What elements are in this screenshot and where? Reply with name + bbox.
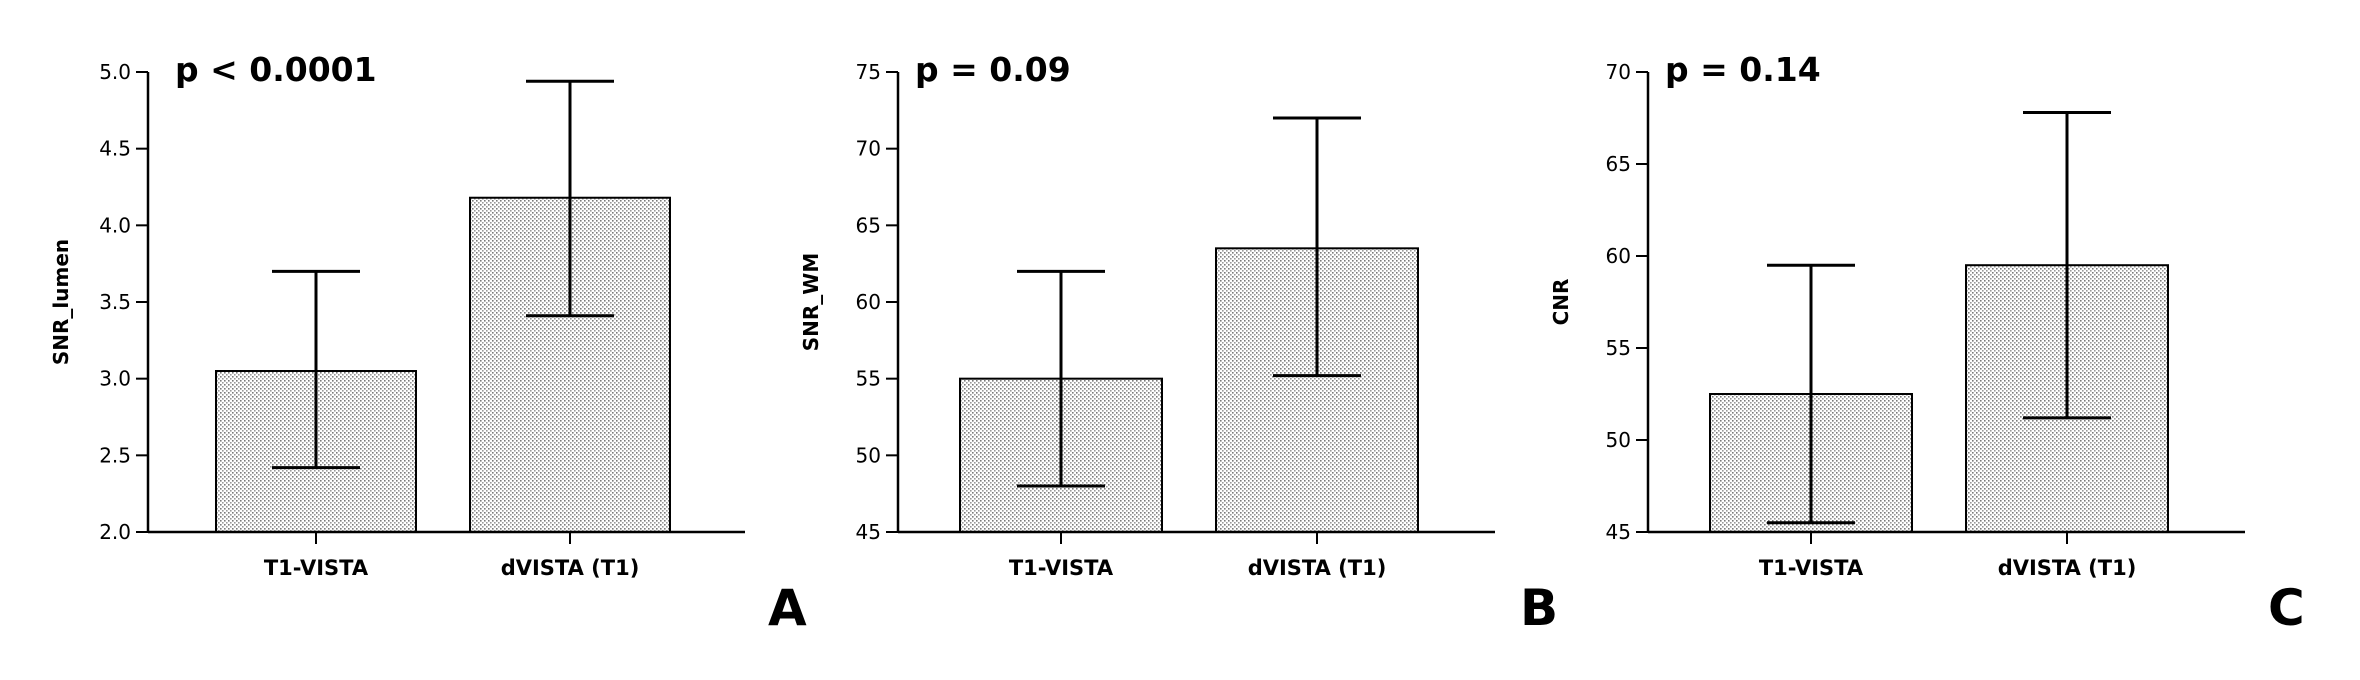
chart-panel-b: T1-VISTA dVISTA (T1) 45 50 55 60 65 70 75 SNR_WM p… [799, 50, 1558, 637]
x-tick-label: T1-VISTA [264, 556, 369, 580]
y-tick-label: 2.0 [99, 520, 131, 544]
x-tick-label: dVISTA (T1) [501, 556, 640, 580]
p-value-annotation: p = 0.14 [1665, 50, 1821, 89]
panel-label: B [1520, 579, 1558, 637]
y-tick-label: 45 [856, 520, 881, 544]
y-tick-label: 3.5 [99, 290, 131, 314]
y-tick-label: 65 [1606, 152, 1631, 176]
y-tick-label: 55 [856, 367, 881, 391]
y-axis-title: SNR_WM [799, 253, 823, 352]
y-tick-label: 4.0 [99, 213, 131, 237]
chart-panel-a: T1-VISTA dVISTA (T1) 2.0 2.5 3.0 3.5 4.0 4.5 5.0… [49, 50, 807, 637]
y-tick-label: 70 [1606, 60, 1631, 84]
p-value-annotation: p = 0.09 [915, 50, 1071, 89]
panel-label: A [768, 579, 807, 637]
x-tick-label: T1-VISTA [1759, 556, 1864, 580]
x-tick-label: dVISTA (T1) [1248, 556, 1387, 580]
y-tick-label: 45 [1606, 520, 1631, 544]
y-tick-label: 55 [1606, 336, 1631, 360]
panel-label: C [2268, 579, 2305, 637]
y-tick-label: 50 [1606, 428, 1631, 452]
x-tick-label: dVISTA (T1) [1998, 556, 2137, 580]
y-tick-label: 5.0 [99, 60, 131, 84]
y-tick-label: 70 [856, 137, 881, 161]
chart-panel-c: T1-VISTA dVISTA (T1) 45 50 55 60 65 70 CNR p = 0.… [1549, 50, 2305, 637]
y-tick-label: 75 [856, 60, 881, 84]
y-tick-label: 4.5 [99, 137, 131, 161]
x-tick-label: T1-VISTA [1009, 556, 1114, 580]
y-tick-label: 60 [856, 290, 881, 314]
y-tick-label: 50 [856, 443, 881, 467]
y-tick-label: 3.0 [99, 367, 131, 391]
p-value-annotation: p < 0.0001 [175, 50, 377, 89]
y-tick-label: 2.5 [99, 443, 131, 467]
y-axis-title: SNR_lumen [49, 239, 73, 365]
y-tick-label: 65 [856, 213, 881, 237]
y-tick-label: 60 [1606, 244, 1631, 268]
y-axis-title: CNR [1549, 279, 1573, 326]
